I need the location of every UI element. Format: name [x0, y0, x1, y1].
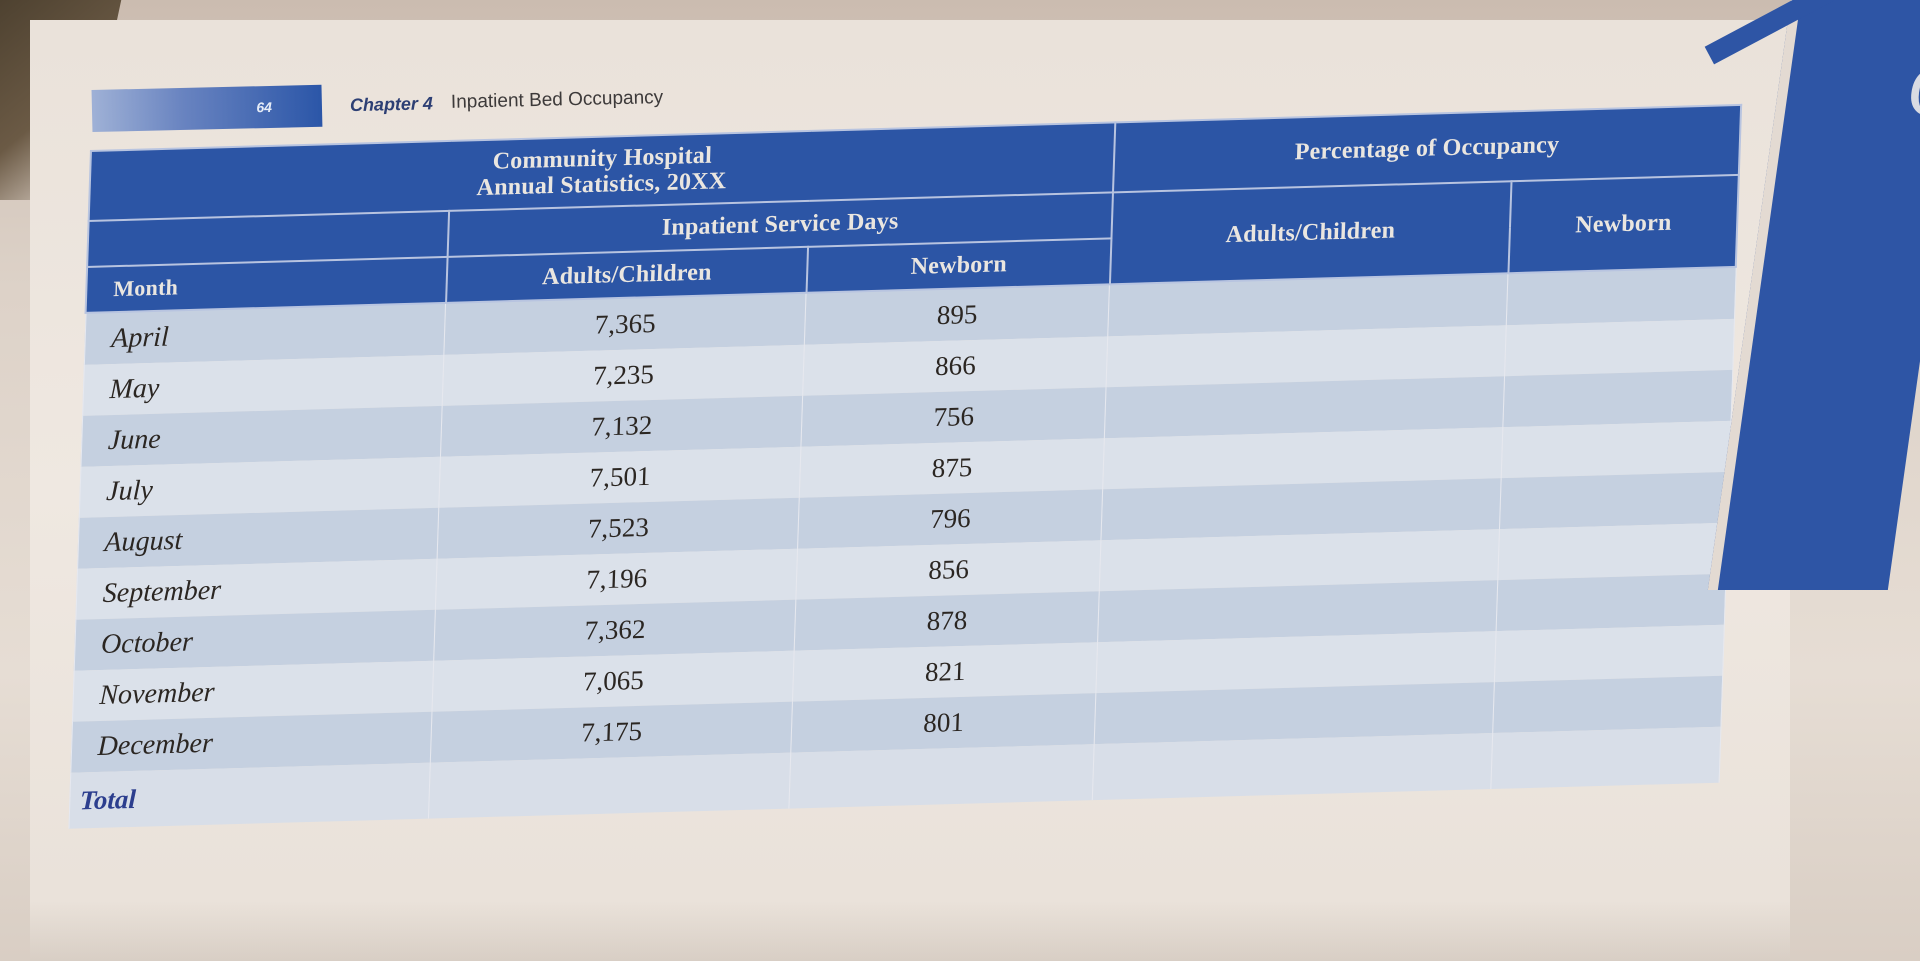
pct-newborn-cell [1492, 675, 1723, 734]
page-number: 64 [256, 98, 273, 116]
newborn-days-cell: 866 [802, 336, 1109, 396]
col-header-pct-newborn: Newborn [1508, 174, 1739, 274]
total-newborn-days-cell [789, 744, 1095, 809]
newborn-days-cell: 878 [794, 591, 1100, 651]
pct-newborn-cell [1501, 420, 1731, 479]
statistics-table-container: Community Hospital Annual Statistics, 20… [67, 104, 1742, 829]
col-header-pct-adults-children: Adults/Children [1109, 181, 1512, 285]
pct-newborn-cell [1496, 573, 1726, 632]
pct-newborn-cell [1504, 318, 1735, 377]
newborn-days-cell: 756 [801, 387, 1107, 447]
newborn-days-cell: 875 [799, 438, 1105, 498]
pct-newborn-cell [1506, 266, 1736, 326]
running-header: 64 Chapter 4 Inpatient Bed Occupancy [91, 77, 664, 132]
chapter-title: Inpatient Bed Occupancy [450, 87, 664, 113]
adjacent-page-letter: C [1902, 51, 1920, 133]
page-bottom-shadow [30, 901, 1790, 961]
pct-newborn-cell [1494, 624, 1724, 683]
total-pct-newborn-cell [1490, 726, 1721, 790]
page-number-tab: 64 [91, 84, 323, 132]
newborn-days-cell: 895 [804, 284, 1110, 345]
newborn-days-cell: 856 [796, 540, 1102, 600]
newborn-days-cell: 821 [792, 642, 1098, 702]
total-adults-children-days-cell [428, 752, 792, 819]
chapter-label: Chapter 4 [349, 92, 434, 115]
total-label: Total [68, 762, 431, 829]
pct-newborn-cell [1497, 522, 1728, 581]
pct-newborn-cell [1499, 471, 1729, 530]
textbook-page: 64 Chapter 4 Inpatient Bed Occupancy Com… [30, 20, 1790, 961]
pct-newborn-cell [1503, 369, 1733, 428]
newborn-days-cell: 801 [791, 693, 1097, 753]
newborn-days-cell: 796 [797, 489, 1103, 549]
total-pct-adults-children-cell [1092, 733, 1493, 801]
community-hospital-statistics-table: Community Hospital Annual Statistics, 20… [67, 104, 1742, 829]
